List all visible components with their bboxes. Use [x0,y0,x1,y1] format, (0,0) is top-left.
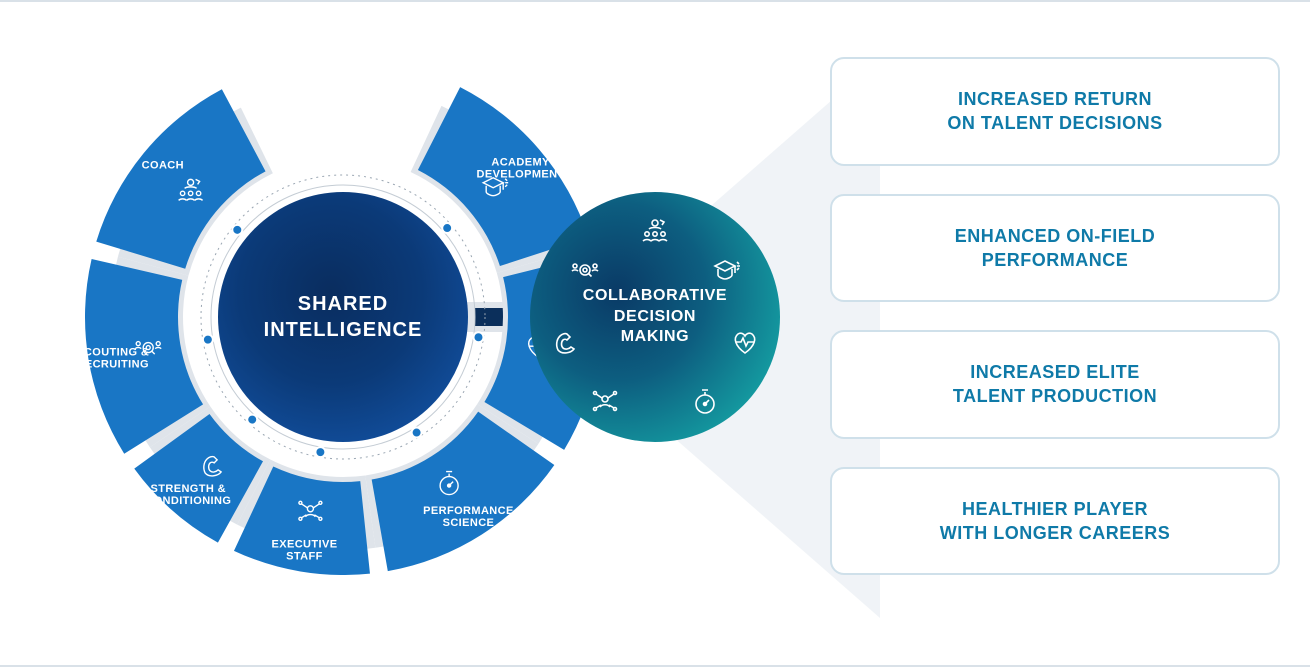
academy-icon [709,256,741,288]
outcome-box: ENHANCED ON-FIELD PERFORMANCE [830,194,1280,303]
coach-icon [639,216,671,248]
collaborative-label: COLLABORATIVE DECISION MAKING [583,286,727,348]
scouting-icon [569,256,601,288]
segment-label: COACH [142,159,184,171]
executive-icon [589,386,621,418]
segment-label: STRENGTH &CONDITIONING [145,483,231,507]
infographic-stage: SCOUTING &RECRUITINGCOACHACADEMYDEVELOPM… [0,2,1310,665]
segment-1 [96,89,265,269]
outcomes-column: INCREASED RETURN ON TALENT DECISIONS ENH… [830,57,1280,575]
performance-icon [689,386,721,418]
outcome-box: HEALTHIER PLAYER WITH LONGER CAREERS [830,467,1280,576]
shared-intelligence-label: SHARED INTELLIGENCE [264,291,423,343]
segment-label: SCOUTING &RECRUITING [85,347,149,371]
segment-4 [372,412,555,571]
outcome-box: INCREASED RETURN ON TALENT DECISIONS [830,57,1280,166]
shared-intelligence-core: SHARED INTELLIGENCE [218,192,468,442]
collaborative-circle: COLLABORATIVE DECISION MAKING [530,192,780,442]
medicine-icon [729,326,761,358]
strength-icon [549,326,581,358]
outcome-box: INCREASED ELITE TALENT PRODUCTION [830,330,1280,439]
